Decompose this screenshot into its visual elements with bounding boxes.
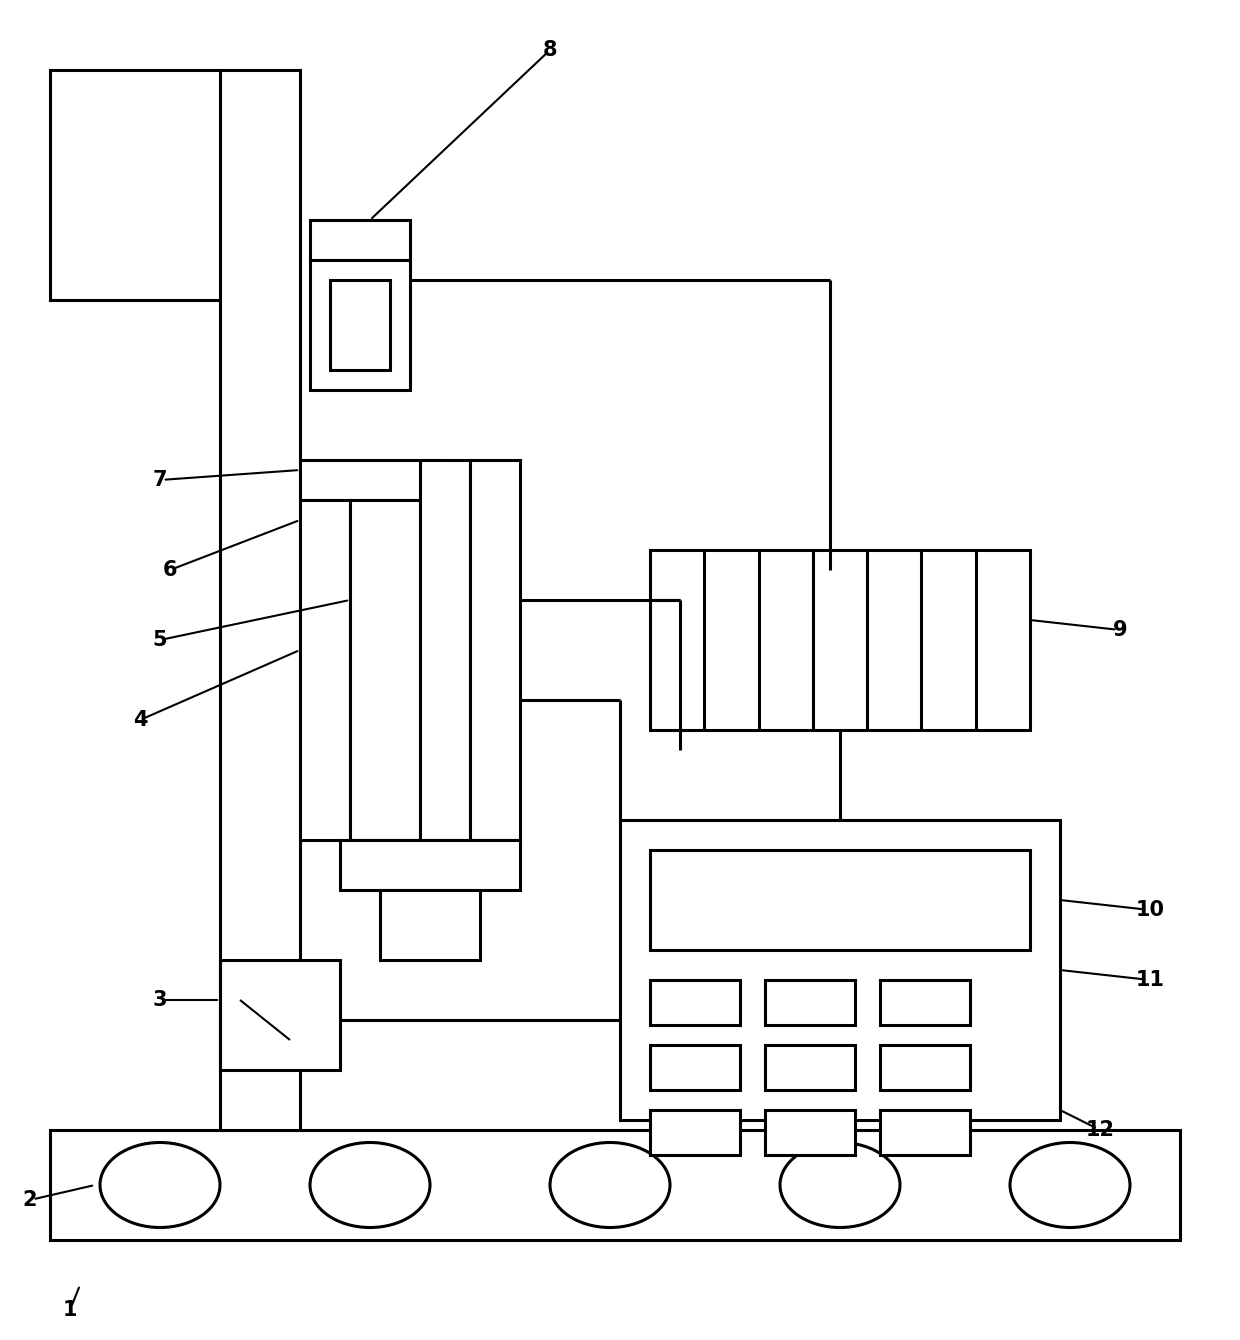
- Ellipse shape: [1011, 1143, 1130, 1227]
- Text: 6: 6: [162, 560, 177, 580]
- Bar: [650, 850, 1030, 950]
- Ellipse shape: [551, 1143, 670, 1227]
- Bar: [650, 1045, 740, 1089]
- Text: 9: 9: [1112, 620, 1127, 641]
- Bar: [330, 280, 391, 370]
- Text: 8: 8: [543, 40, 557, 60]
- Text: 10: 10: [1136, 900, 1164, 921]
- Text: 3: 3: [153, 990, 167, 1010]
- Text: 7: 7: [153, 470, 167, 490]
- Bar: [880, 1045, 970, 1089]
- Bar: [620, 820, 1060, 1120]
- Bar: [300, 500, 350, 840]
- Bar: [300, 460, 440, 500]
- Bar: [50, 70, 219, 300]
- Bar: [310, 220, 410, 260]
- Bar: [650, 980, 740, 1025]
- Bar: [765, 1045, 856, 1089]
- Bar: [219, 959, 340, 1071]
- Bar: [470, 460, 520, 840]
- Text: 4: 4: [133, 710, 148, 730]
- Bar: [310, 260, 410, 390]
- Bar: [350, 500, 420, 840]
- Ellipse shape: [310, 1143, 430, 1227]
- Text: 2: 2: [22, 1190, 37, 1210]
- Bar: [765, 980, 856, 1025]
- Text: 12: 12: [1085, 1120, 1115, 1140]
- Ellipse shape: [780, 1143, 900, 1227]
- Bar: [765, 1110, 856, 1155]
- Bar: [650, 1110, 740, 1155]
- Ellipse shape: [100, 1143, 219, 1227]
- Bar: [340, 840, 520, 890]
- Text: 5: 5: [153, 630, 167, 650]
- Bar: [650, 549, 1030, 730]
- Text: 1: 1: [63, 1300, 77, 1320]
- Bar: [219, 70, 300, 1130]
- Bar: [880, 980, 970, 1025]
- Text: 11: 11: [1136, 970, 1164, 990]
- Bar: [50, 1130, 1180, 1240]
- Bar: [420, 460, 470, 840]
- Bar: [880, 1110, 970, 1155]
- Bar: [379, 890, 480, 959]
